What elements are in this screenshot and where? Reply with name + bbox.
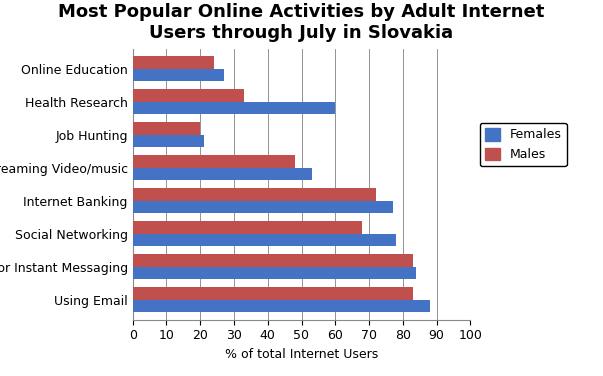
Bar bbox=[133, 188, 376, 201]
Bar bbox=[133, 300, 430, 312]
Bar bbox=[133, 135, 204, 147]
Bar bbox=[133, 221, 362, 234]
Bar bbox=[133, 287, 413, 300]
X-axis label: % of total Internet Users: % of total Internet Users bbox=[225, 348, 378, 361]
Bar bbox=[133, 155, 295, 168]
Bar bbox=[133, 201, 393, 213]
Legend: Females, Males: Females, Males bbox=[480, 123, 567, 166]
Bar bbox=[133, 102, 335, 114]
Bar bbox=[133, 69, 224, 81]
Bar bbox=[133, 89, 244, 102]
Bar bbox=[133, 122, 200, 135]
Bar bbox=[133, 168, 312, 180]
Bar bbox=[133, 254, 413, 267]
Bar bbox=[133, 234, 396, 246]
Title: Most Popular Online Activities by Adult Internet
Users through July in Slovakia: Most Popular Online Activities by Adult … bbox=[58, 3, 545, 42]
Bar bbox=[133, 56, 213, 69]
Bar bbox=[133, 267, 416, 279]
